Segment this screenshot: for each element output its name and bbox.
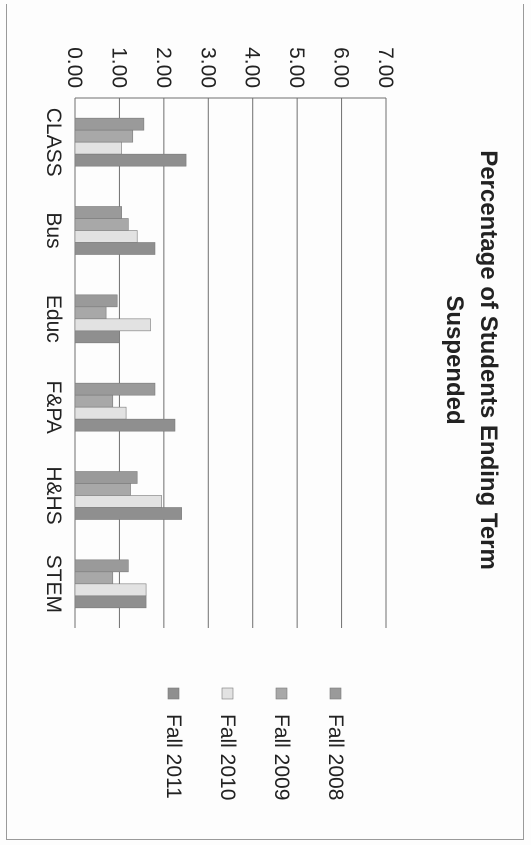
bar-fall-2010-hhs (74, 495, 162, 508)
bar-fall-2008-hhs (74, 471, 138, 484)
chart-title-line-1: Percentage of Students Ending Term (475, 150, 502, 570)
bar-fall-2011-class (74, 153, 187, 167)
y-tick-label: 6.00 (330, 47, 353, 88)
bar-fall-2010-class (74, 141, 122, 155)
bar-fall-2009-stem (74, 571, 114, 585)
y-tick-label: 3.00 (196, 47, 219, 88)
y-tick-label: 4.00 (241, 47, 264, 88)
bar-fall-2011-fpa (74, 418, 176, 432)
bars (74, 117, 187, 609)
bar-fall-2009-hhs (74, 483, 131, 496)
legend-swatch (167, 687, 180, 700)
bar-fall-2010-fpa (74, 406, 127, 420)
legend-swatch (275, 687, 288, 700)
bar-fall-2010-educ (74, 318, 151, 332)
legend-swatch (221, 687, 234, 700)
category-label: F&PA (42, 381, 65, 434)
bar-fall-2008-class (74, 117, 145, 131)
bar-fall-2011-educ (74, 330, 120, 344)
y-tick-labels: 0.00 1.00 2.00 3.00 4.00 5.00 6.00 7.00 (63, 47, 397, 88)
category-labels: CLASS Bus Educ F&PA H&HS STEM (42, 108, 65, 613)
category-label: CLASS (42, 108, 65, 177)
legend: Fall 2008 Fall 2009 Fall 2010 Fall 2011 (162, 687, 347, 800)
bar-fall-2011-stem (74, 595, 147, 609)
chart-rotation-group: 0.00 1.00 2.00 3.00 4.00 5.00 6.00 7.00 CLASS Bu… (42, 47, 502, 800)
bar-fall-2011-hhs (74, 507, 182, 520)
bar-fall-2008-educ (74, 294, 118, 308)
legend-label: Fall 2009 (270, 714, 293, 800)
y-tick-label: 1.00 (107, 47, 130, 88)
legend-label: Fall 2011 (162, 714, 185, 799)
category-label: Bus (42, 212, 65, 248)
y-tick-label: 5.00 (285, 47, 308, 88)
bar-fall-2009-bus (74, 218, 129, 231)
bar-fall-2008-stem (74, 559, 129, 573)
chart-border (6, 4, 524, 840)
bar-fall-2009-educ (74, 306, 107, 320)
bar-fall-2008-bus (74, 206, 122, 219)
legend-label: Fall 2008 (324, 714, 347, 800)
bar-fall-2010-bus (74, 230, 138, 243)
gridlines (74, 97, 387, 628)
category-label: STEM (42, 555, 65, 613)
bar-fall-2011-bus (74, 242, 156, 255)
bar-fall-2010-stem (74, 583, 147, 597)
y-tick-label: 0.00 (63, 47, 86, 88)
bar-fall-2008-fpa (74, 382, 156, 396)
bar-fall-2009-fpa (74, 394, 114, 408)
y-tick-label: 2.00 (152, 47, 175, 88)
category-label: H&HS (42, 466, 65, 524)
y-tick-label: 7.00 (374, 47, 397, 88)
legend-label: Fall 2010 (216, 714, 239, 800)
bar-fall-2009-class (74, 129, 134, 143)
legend-swatch (329, 687, 342, 700)
chart-title-line-2: Suspended (441, 295, 468, 424)
category-label: Educ (42, 295, 65, 343)
